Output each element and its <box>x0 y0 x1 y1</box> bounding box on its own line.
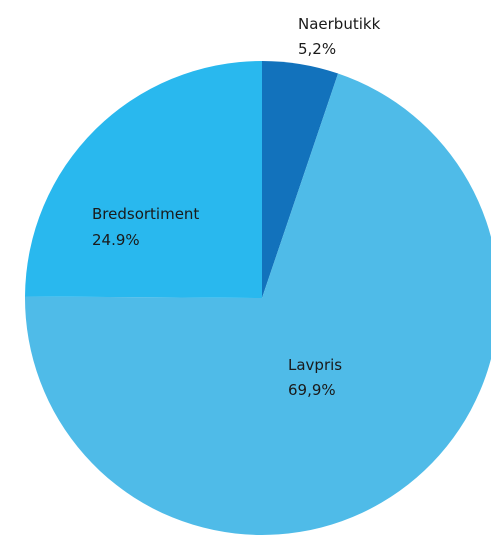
slice-label-bredsortiment-value: 24.9% <box>92 231 140 249</box>
slice-label-lavpris-value: 69,9% <box>288 381 336 399</box>
pie-slice-bredsortiment <box>25 61 262 298</box>
slice-label-bredsortiment-name: Bredsortiment <box>92 205 199 223</box>
slice-label-naerbutikk-value: 5,2% <box>298 40 336 58</box>
slice-label-naerbutikk-name: Naerbutikk <box>298 15 381 33</box>
pie-slices <box>25 61 491 535</box>
pie-slice-naerbutikk <box>262 61 339 298</box>
pie-slice-lavpris <box>25 73 491 535</box>
pie-labels: Naerbutikk 5,2% Lavpris 69,9% Bredsortim… <box>92 15 381 399</box>
slice-label-lavpris-name: Lavpris <box>288 356 342 374</box>
